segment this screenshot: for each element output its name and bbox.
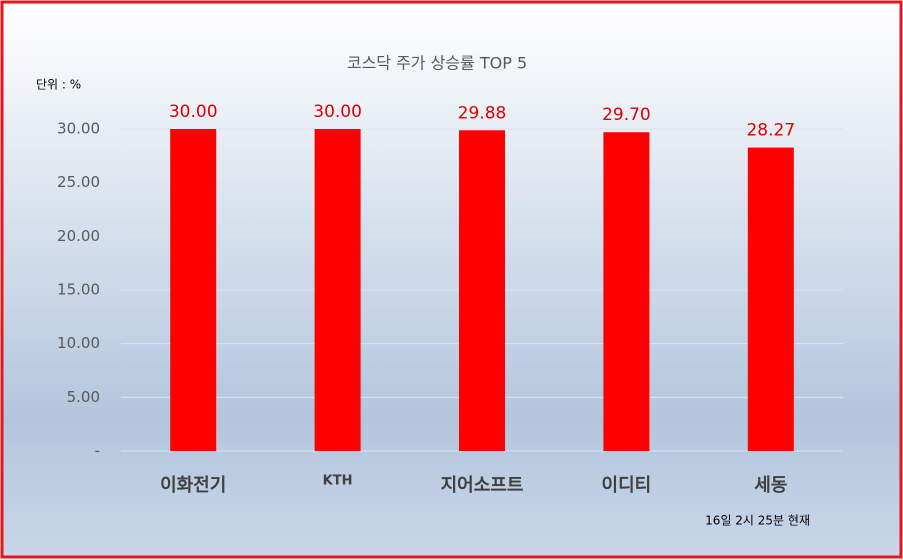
bar [747, 147, 794, 451]
x-tick-label: 세동 [754, 475, 787, 496]
value-label: 28.27 [746, 121, 795, 141]
value-label: 30.00 [169, 102, 218, 122]
y-tick-label: 20.00 [57, 227, 100, 245]
y-tick-label: 25.00 [57, 173, 100, 191]
y-tick-label: 15.00 [57, 281, 100, 299]
y-tick-label: 5.00 [67, 388, 100, 406]
y-tick-label: 10.00 [57, 334, 100, 352]
x-tick-label: 이디티 [602, 475, 652, 496]
x-tick-label: KTH [323, 474, 353, 489]
y-tick-label: - [95, 442, 100, 460]
value-label: 30.00 [313, 102, 362, 122]
footnote: 16일 2시 25분 현재 [705, 514, 810, 528]
unit-label: 단위 : % [36, 78, 81, 92]
value-label: 29.70 [602, 105, 651, 125]
value-label: 29.88 [458, 103, 507, 123]
x-tick-label: 지어소프트 [441, 475, 524, 496]
x-tick-label: 이화전기 [160, 475, 226, 496]
bar [459, 130, 505, 451]
bar [170, 129, 217, 451]
bar [603, 132, 650, 451]
y-tick-label: 30.00 [57, 120, 100, 138]
bar [314, 129, 361, 451]
chart-title: 코스닥 주가 상승률 TOP 5 [347, 54, 527, 73]
